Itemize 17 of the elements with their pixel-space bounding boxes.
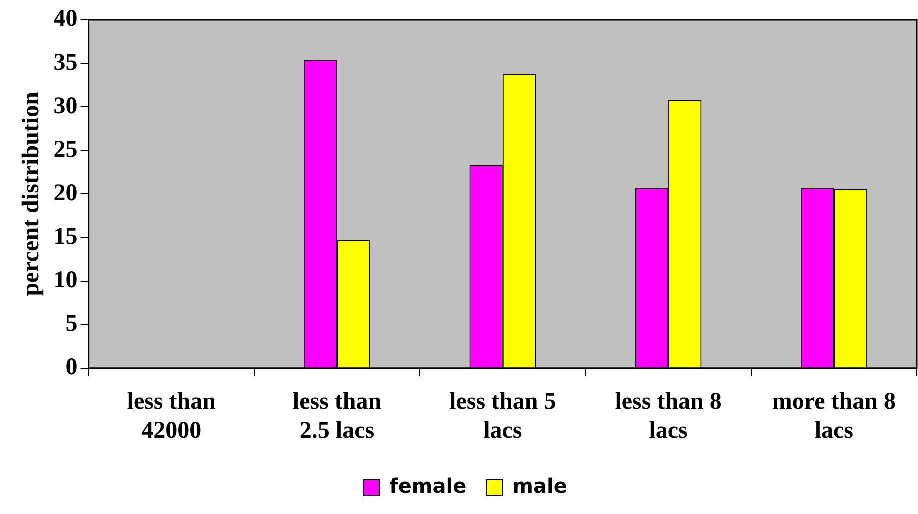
y-tick-label: 10 — [54, 268, 78, 294]
x-tick-label: less than 8 lacs — [615, 389, 722, 444]
x-tick-label: less than 42000 — [127, 389, 216, 444]
y-tick-label: 0 — [66, 354, 78, 381]
y-tick-label: 40 — [54, 6, 78, 32]
x-tick-label: more than 8 lacs — [772, 389, 896, 444]
y-tick-label: 15 — [54, 224, 78, 250]
y-tick-label: 20 — [54, 180, 78, 206]
y-tick-label: 25 — [54, 136, 78, 163]
legend-label: female — [390, 474, 467, 498]
y-tick-label: 30 — [54, 93, 78, 120]
x-tick-label: less than 5 lacs — [450, 389, 556, 444]
x-tick-label: less than 2.5 lacs — [292, 389, 382, 444]
y-tick-label: 35 — [54, 50, 78, 76]
y-tick-label: 5 — [66, 311, 78, 338]
y-axis-title: percent distribution — [18, 92, 45, 296]
legend-label: male — [512, 474, 568, 498]
